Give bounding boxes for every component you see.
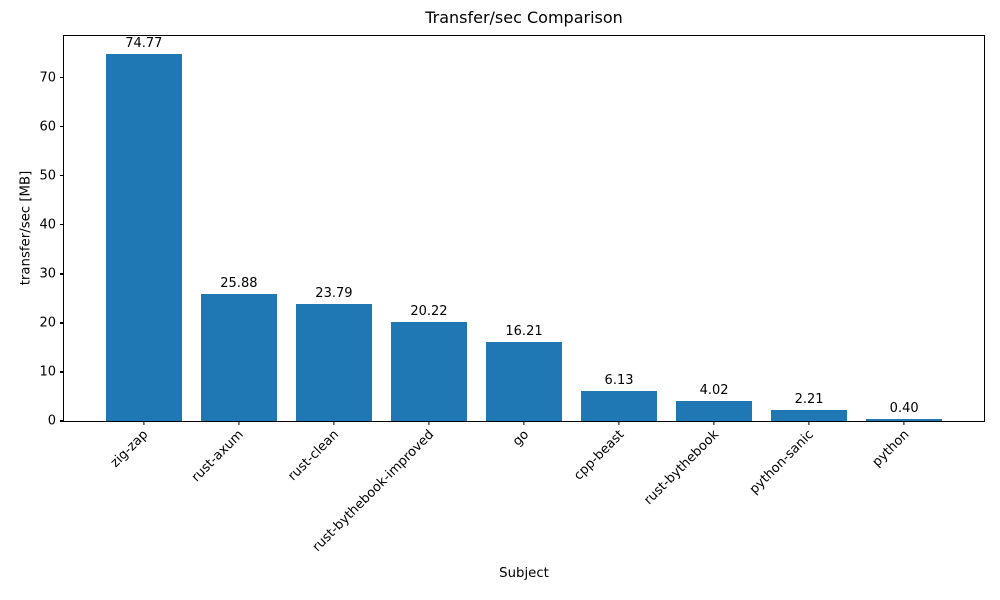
bar-value-label: 2.21 bbox=[794, 392, 824, 408]
bar-value-label: 0.40 bbox=[889, 401, 919, 417]
x-tick-label: zig-zap bbox=[108, 427, 152, 471]
x-tick-mark bbox=[713, 421, 715, 425]
x-tick-label: rust-bythebook bbox=[641, 427, 722, 508]
y-tick-label: 0 bbox=[47, 413, 56, 429]
bar bbox=[676, 401, 753, 421]
y-tick-mark bbox=[60, 322, 64, 324]
plot-area: 0 10 20 30 40 50 60 70 74.77 zig-zap 25.88 rust-axu… bbox=[39, 35, 985, 555]
y-tick-label: 70 bbox=[39, 70, 56, 86]
y-tick-label: 30 bbox=[39, 266, 56, 282]
y-tick-label: 50 bbox=[39, 168, 56, 184]
y-tick-label: 60 bbox=[39, 119, 56, 135]
x-tick-label: python bbox=[869, 427, 913, 471]
x-tick-mark bbox=[143, 421, 145, 425]
y-tick-mark bbox=[60, 224, 64, 226]
bar bbox=[200, 294, 277, 421]
y-tick-mark bbox=[60, 175, 64, 177]
bar bbox=[485, 341, 562, 421]
y-tick-label: 10 bbox=[39, 364, 56, 380]
x-tick-mark bbox=[333, 421, 335, 425]
bar bbox=[390, 321, 467, 421]
bar bbox=[581, 390, 658, 421]
bar-value-label: 6.13 bbox=[604, 372, 634, 388]
y-tick-mark bbox=[60, 420, 64, 422]
bar bbox=[295, 304, 372, 421]
bar-value-label: 25.88 bbox=[220, 276, 258, 292]
x-tick-label: python-sanic bbox=[747, 427, 818, 498]
x-tick-mark bbox=[808, 421, 810, 425]
x-tick-label: go bbox=[509, 427, 532, 450]
x-tick-mark bbox=[618, 421, 620, 425]
y-tick-mark bbox=[60, 273, 64, 275]
bar-value-label: 74.77 bbox=[125, 36, 163, 52]
bar bbox=[105, 54, 182, 421]
y-tick-label: 20 bbox=[39, 315, 56, 331]
bar bbox=[866, 419, 943, 421]
x-tick-mark bbox=[523, 421, 525, 425]
bar-value-label: 16.21 bbox=[505, 323, 543, 339]
bar-value-label: 4.02 bbox=[699, 383, 729, 399]
chart-title: Transfer/sec Comparison bbox=[425, 8, 623, 27]
y-tick-label: 40 bbox=[39, 217, 56, 233]
y-tick-mark bbox=[60, 77, 64, 79]
bar bbox=[771, 410, 848, 421]
y-tick-mark bbox=[60, 126, 64, 128]
y-tick-mark bbox=[60, 371, 64, 373]
x-tick-mark bbox=[428, 421, 430, 425]
bar-value-label: 23.79 bbox=[315, 286, 353, 302]
y-axis-label: transfer/sec [MB] bbox=[18, 170, 34, 286]
x-tick-label: cpp-beast bbox=[570, 427, 627, 484]
bar-value-label: 20.22 bbox=[410, 303, 448, 319]
x-tick-label: rust-clean bbox=[285, 427, 342, 484]
x-tick-mark bbox=[238, 421, 240, 425]
x-axis-label: Subject bbox=[499, 566, 549, 581]
x-tick-mark bbox=[903, 421, 905, 425]
x-tick-label: rust-axum bbox=[188, 427, 247, 486]
